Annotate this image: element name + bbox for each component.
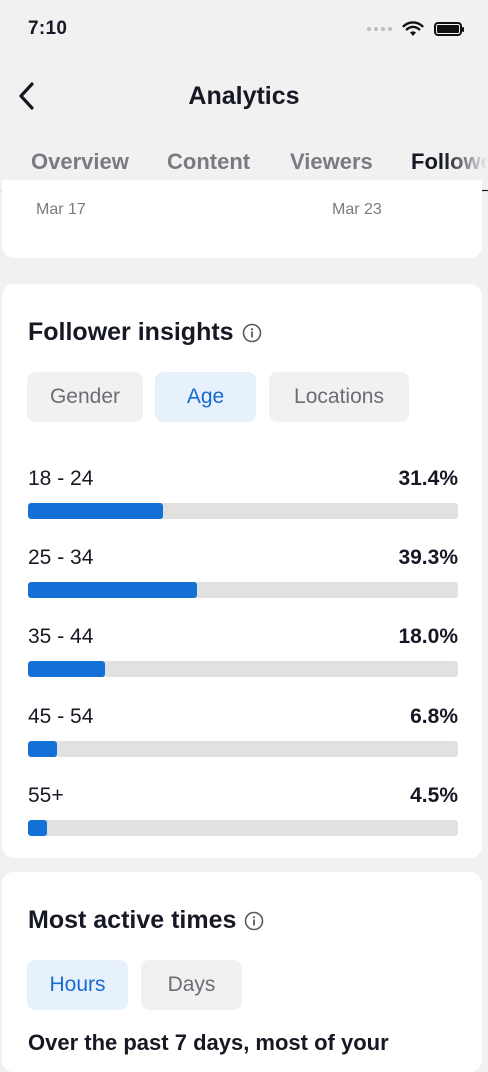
chart-card-partial: Mar 17 Mar 23 [2, 180, 482, 258]
date-start-label: Mar 17 [36, 201, 86, 218]
age-bar-fill [28, 661, 106, 677]
back-button[interactable] [12, 78, 40, 114]
date-end-label: Mar 23 [332, 201, 382, 218]
most-active-times-heading: Most active times [28, 906, 264, 935]
wifi-icon [402, 21, 424, 36]
tab-viewers[interactable]: Viewers [290, 149, 373, 174]
age-group-percent: 6.8% [410, 705, 458, 728]
age-group-percent: 18.0% [398, 625, 458, 648]
filter-locations-chip[interactable]: Locations [269, 372, 409, 422]
status-icons [367, 21, 464, 37]
age-group-percent: 39.3% [398, 546, 458, 569]
cellular-signal-icon [367, 27, 392, 31]
navigation-bar: Analytics [0, 58, 488, 134]
most-active-times-title: Most active times [28, 906, 237, 934]
age-bar-track [28, 582, 458, 598]
age-group-percent: 31.4% [398, 467, 458, 490]
filter-age-chip[interactable]: Age [155, 372, 256, 422]
age-bar-track [28, 820, 458, 836]
age-group-label: 45 - 54 [28, 705, 94, 728]
age-group-row: 45 - 54 6.8% [28, 705, 458, 765]
age-bar-fill [28, 582, 197, 598]
info-icon[interactable] [242, 323, 262, 343]
filter-hours-chip[interactable]: Hours [27, 960, 128, 1010]
age-bar-track [28, 503, 458, 519]
follower-insights-title: Follower insights [28, 318, 234, 346]
age-group-row: 25 - 34 39.3% [28, 546, 458, 606]
info-icon[interactable] [244, 911, 264, 931]
age-group-label: 55+ [28, 784, 64, 807]
filter-gender-chip[interactable]: Gender [27, 372, 143, 422]
tab-overview[interactable]: Overview [31, 149, 129, 174]
most-active-description: Over the past 7 days, most of your [28, 1030, 389, 1055]
age-group-percent: 4.5% [410, 784, 458, 807]
tab-content[interactable]: Content [167, 149, 251, 174]
age-group-label: 35 - 44 [28, 625, 94, 648]
page-title: Analytics [188, 81, 300, 110]
age-bar-fill [28, 741, 58, 757]
age-group-row: 35 - 44 18.0% [28, 625, 458, 685]
age-group-label: 18 - 24 [28, 467, 94, 490]
age-bar-fill [28, 820, 48, 836]
age-bar-track [28, 661, 458, 677]
battery-icon [434, 22, 464, 36]
status-time: 7:10 [28, 18, 68, 39]
status-bar: 7:10 [0, 0, 488, 58]
age-bar-fill [28, 503, 164, 519]
follower-insights-heading: Follower insights [28, 318, 262, 347]
filter-days-chip[interactable]: Days [141, 960, 242, 1010]
most-active-times-card: Most active times Hours Days Over the pa… [2, 872, 482, 1072]
chevron-left-icon [19, 82, 34, 110]
age-bar-track [28, 741, 458, 757]
follower-insights-card: Follower insights Gender Age Locations 1… [2, 284, 482, 858]
age-group-row: 18 - 24 31.4% [28, 467, 458, 527]
age-group-label: 25 - 34 [28, 546, 94, 569]
age-group-row: 55+ 4.5% [28, 784, 458, 844]
